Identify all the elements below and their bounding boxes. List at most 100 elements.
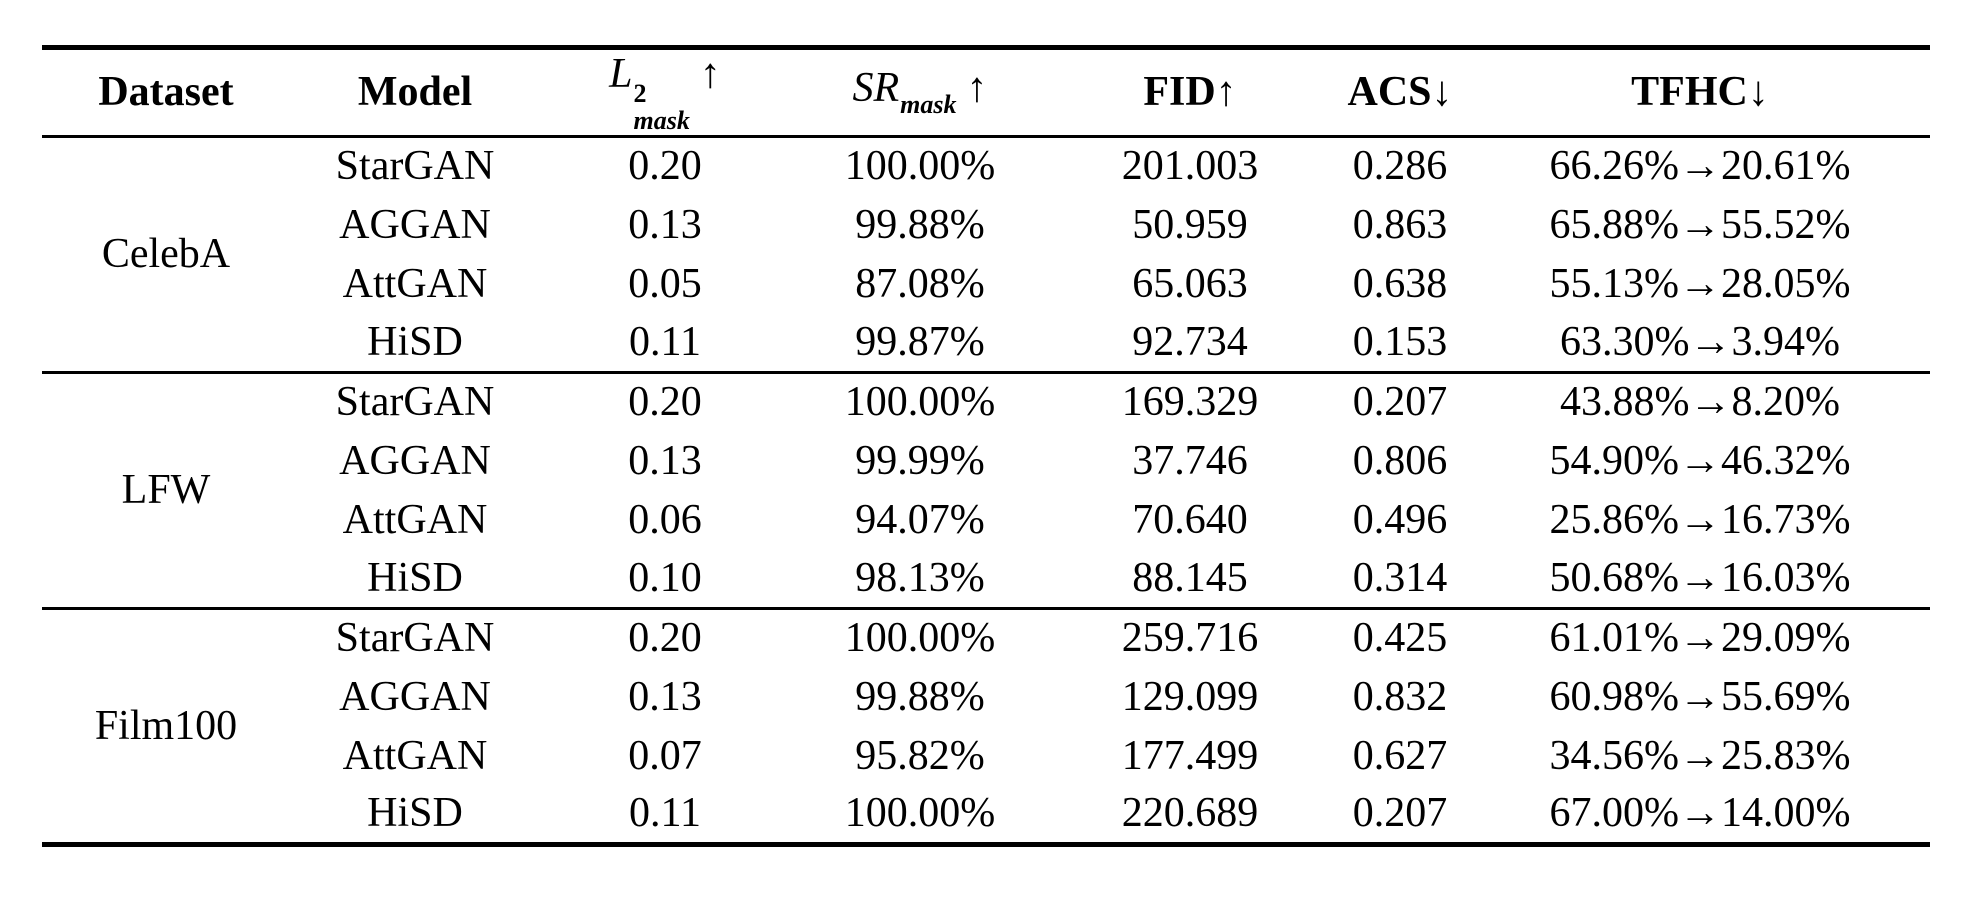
- acs-cell: 0.207: [1352, 790, 1448, 837]
- acs-cell: 0.425: [1352, 615, 1448, 662]
- header-fid: FID↑: [1050, 47, 1330, 138]
- fid-cell: 177.499: [1121, 732, 1259, 779]
- table-row: LFW StarGAN 0.20 100.00% 169.329 0.207 4…: [42, 372, 1930, 513]
- fid-cell: 50.959: [1132, 201, 1248, 248]
- table-row: AGGAN 0.13 99.88% 129.099 0.832 60.98%→5…: [42, 667, 1930, 726]
- l2-cell: 0.10: [628, 554, 702, 601]
- group-film100: Film100 StarGAN 0.20 100.00% 259.716 0.4…: [42, 608, 1930, 844]
- fid-cell: 201.003: [1121, 143, 1259, 190]
- tfhc-cell: 67.00%→14.00%: [1549, 790, 1851, 837]
- fid-cell: 169.329: [1121, 379, 1259, 426]
- down-arrow-icon: ↓: [1747, 69, 1769, 116]
- fid-label: FID: [1143, 69, 1216, 116]
- l2-symbol: L: [609, 51, 633, 97]
- table-row: AGGAN 0.13 99.99% 37.746 0.806 54.90%→46…: [42, 431, 1930, 490]
- up-arrow-icon: ↑: [699, 51, 721, 97]
- l2-subscript: mask: [633, 106, 690, 136]
- l2-cell: 0.13: [628, 201, 702, 248]
- model-cell: AttGAN: [342, 260, 488, 307]
- l2-cell: 0.06: [628, 496, 702, 543]
- acs-cell: 0.638: [1352, 260, 1448, 307]
- sr-symbol: SR: [852, 65, 900, 112]
- header-sr-mask: SRmask ↑: [790, 47, 1050, 138]
- fid-cell: 129.099: [1121, 673, 1259, 720]
- acs-cell: 0.627: [1352, 732, 1448, 779]
- tfhc-cell: 66.26%→20.61%: [1549, 143, 1851, 190]
- fid-cell: 65.063: [1132, 260, 1248, 307]
- down-arrow-icon: ↓: [1431, 69, 1453, 116]
- model-cell: AttGAN: [342, 496, 488, 543]
- tfhc-cell: 55.13%→28.05%: [1549, 260, 1851, 307]
- sr-cell: 99.88%: [855, 201, 985, 248]
- sr-cell: 99.88%: [855, 673, 985, 720]
- model-cell: StarGAN: [335, 143, 495, 190]
- sr-cell: 98.13%: [855, 554, 985, 601]
- table-row: AttGAN 0.06 94.07% 70.640 0.496 25.86%→1…: [42, 490, 1930, 549]
- tfhc-label: TFHC: [1631, 69, 1748, 116]
- table-row: AGGAN 0.13 99.88% 50.959 0.863 65.88%→55…: [42, 195, 1930, 254]
- results-table: Dataset Model L 2 mask ↑ SRmask ↑ FID↑ ACS↓ …: [42, 45, 1930, 847]
- table-row: AttGAN 0.05 87.08% 65.063 0.638 55.13%→2…: [42, 254, 1930, 313]
- dataset-cell: CelebA: [101, 231, 231, 278]
- fid-cell: 220.689: [1121, 790, 1259, 837]
- results-table-container: Dataset Model L 2 mask ↑ SRmask ↑ FID↑ ACS↓ …: [42, 45, 1930, 847]
- tfhc-cell: 63.30%→3.94%: [1560, 318, 1840, 365]
- l2-cell: 0.20: [628, 379, 702, 426]
- l2-cell: 0.05: [628, 260, 702, 307]
- dataset-cell: LFW: [121, 467, 211, 514]
- tfhc-cell: 43.88%→8.20%: [1560, 379, 1840, 426]
- sr-cell: 100.00%: [844, 615, 996, 662]
- sr-subscript: mask: [900, 90, 957, 120]
- l2-superscript: 2: [633, 79, 647, 108]
- sr-cell: 95.82%: [855, 732, 985, 779]
- l2-cell: 0.11: [629, 790, 701, 837]
- fid-cell: 70.640: [1132, 496, 1248, 543]
- header-dataset: Dataset: [42, 47, 290, 138]
- l2-cell: 0.20: [628, 143, 702, 190]
- acs-cell: 0.153: [1352, 318, 1448, 365]
- sr-cell: 94.07%: [855, 496, 985, 543]
- table-row: HiSD 0.11 99.87% 92.734 0.153 63.30%→3.9…: [42, 313, 1930, 372]
- group-lfw: LFW StarGAN 0.20 100.00% 169.329 0.207 4…: [42, 372, 1930, 609]
- sr-cell: 100.00%: [844, 379, 996, 426]
- acs-cell: 0.286: [1352, 143, 1448, 190]
- table-row: CelebA StarGAN 0.20 100.00% 201.003 0.28…: [42, 136, 1930, 277]
- l2-cell: 0.07: [628, 732, 702, 779]
- header-l2-mask: L 2 mask ↑: [540, 47, 790, 138]
- acs-cell: 0.832: [1352, 673, 1448, 720]
- acs-cell: 0.863: [1352, 201, 1448, 248]
- fid-cell: 37.746: [1132, 437, 1248, 484]
- tfhc-cell: 54.90%→46.32%: [1549, 437, 1851, 484]
- l2-cell: 0.13: [628, 437, 702, 484]
- group-celeba: CelebA StarGAN 0.20 100.00% 201.003 0.28…: [42, 136, 1930, 373]
- sr-cell: 99.99%: [855, 437, 985, 484]
- fid-cell: 88.145: [1132, 554, 1248, 601]
- l2-cell: 0.20: [628, 615, 702, 662]
- tfhc-cell: 34.56%→25.83%: [1549, 732, 1851, 779]
- table-row: Film100 StarGAN 0.20 100.00% 259.716 0.4…: [42, 608, 1930, 748]
- up-arrow-icon: ↑: [1215, 69, 1237, 116]
- table-row: HiSD 0.10 98.13% 88.145 0.314 50.68%→16.…: [42, 549, 1930, 608]
- model-cell: HiSD: [367, 318, 463, 365]
- tfhc-cell: 60.98%→55.69%: [1549, 673, 1851, 720]
- up-arrow-icon: ↑: [966, 65, 988, 112]
- fid-cell: 259.716: [1121, 615, 1259, 662]
- sr-cell: 100.00%: [844, 143, 996, 190]
- model-cell: AGGAN: [339, 201, 491, 248]
- acs-label: ACS: [1347, 69, 1432, 116]
- l2-cell: 0.11: [629, 318, 701, 365]
- l2-supsub: 2 mask: [634, 80, 690, 135]
- tfhc-cell: 50.68%→16.03%: [1549, 554, 1851, 601]
- model-cell: AttGAN: [342, 732, 488, 779]
- acs-cell: 0.314: [1352, 554, 1448, 601]
- header-acs: ACS↓: [1330, 47, 1470, 138]
- acs-cell: 0.496: [1352, 496, 1448, 543]
- model-cell: HiSD: [367, 554, 463, 601]
- model-cell: HiSD: [367, 790, 463, 837]
- sr-cell: 99.87%: [855, 318, 985, 365]
- header-model: Model: [290, 47, 540, 138]
- table-header: Dataset Model L 2 mask ↑ SRmask ↑ FID↑ ACS↓ …: [42, 47, 1930, 138]
- sr-cell: 100.00%: [844, 790, 996, 837]
- l2-cell: 0.13: [628, 673, 702, 720]
- table-row: HiSD 0.11 100.00% 220.689 0.207 67.00%→1…: [42, 785, 1930, 844]
